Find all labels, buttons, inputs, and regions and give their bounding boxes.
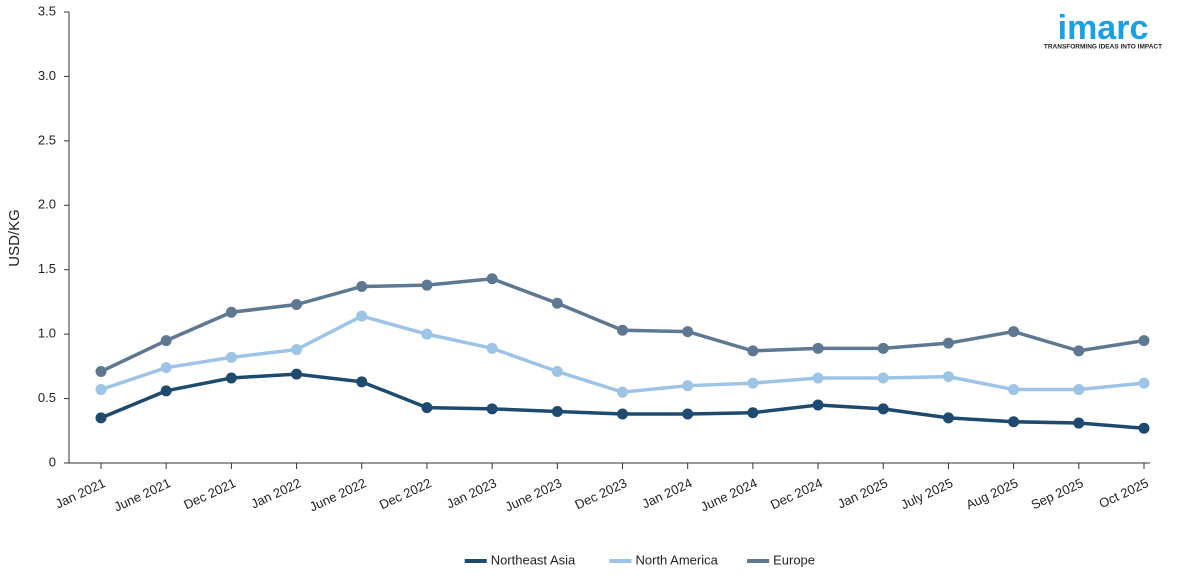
point	[1073, 417, 1085, 429]
point	[421, 328, 433, 340]
point	[356, 376, 368, 388]
point	[486, 403, 498, 415]
x-tick-label: Aug 2025	[964, 475, 1021, 512]
point	[95, 412, 107, 424]
point	[551, 405, 563, 417]
point	[356, 280, 368, 292]
x-tick-label: Dec 2021	[181, 475, 238, 512]
point	[1073, 384, 1085, 396]
x-tick-label: Dec 2024	[768, 475, 825, 512]
point	[95, 366, 107, 378]
point	[486, 273, 498, 285]
point	[160, 335, 172, 347]
point	[942, 337, 954, 349]
point	[291, 368, 303, 380]
point	[812, 372, 824, 384]
point	[1138, 422, 1150, 434]
point	[421, 279, 433, 291]
point	[812, 399, 824, 411]
point	[1138, 377, 1150, 389]
y-axis-label: USD/KG	[6, 209, 23, 267]
point	[291, 299, 303, 311]
x-tick-label: June 2023	[503, 475, 564, 514]
point	[421, 402, 433, 414]
point	[682, 380, 694, 392]
point	[682, 408, 694, 420]
x-tick-label: Jan 2022	[248, 475, 303, 511]
point	[1008, 326, 1020, 338]
y-tick-label: 0.5	[38, 390, 56, 405]
y-tick-label: 2.0	[38, 197, 56, 212]
point	[1073, 345, 1085, 357]
point	[1138, 335, 1150, 347]
x-tick-label: Jan 2024	[640, 475, 695, 511]
point	[812, 342, 824, 354]
point	[617, 386, 628, 398]
x-tick-label: Jan 2023	[444, 475, 499, 511]
point	[95, 384, 107, 396]
x-tick-label: Jan 2025	[835, 475, 890, 511]
legend-label: Northeast Asia	[491, 552, 576, 567]
x-tick-label: July 2025	[898, 475, 955, 512]
point	[551, 366, 563, 378]
x-tick-label: Jan 2021	[53, 475, 108, 511]
point	[617, 324, 628, 336]
x-tick-label: June 2021	[112, 475, 173, 514]
y-tick-label: 1.5	[38, 261, 56, 276]
point	[942, 371, 954, 383]
logo-name: imarc	[1058, 9, 1149, 47]
point	[617, 408, 628, 420]
point	[225, 372, 237, 384]
x-tick-label: June 2022	[307, 475, 368, 514]
point	[356, 310, 368, 322]
legend-label: North America	[636, 552, 719, 567]
x-tick-label: Dec 2023	[572, 475, 629, 512]
point	[682, 326, 694, 338]
y-tick-label: 0	[49, 454, 56, 469]
point	[747, 377, 759, 389]
series-line	[100, 372, 1145, 430]
x-tick-label: Dec 2022	[377, 475, 434, 512]
point	[942, 412, 954, 424]
y-tick-label: 3.5	[38, 3, 56, 18]
point	[551, 297, 563, 309]
x-tick-label: Oct 2025	[1097, 475, 1151, 511]
point	[486, 342, 498, 354]
legend-label: Europe	[773, 552, 815, 567]
point	[225, 351, 237, 363]
point	[877, 342, 889, 354]
y-tick-label: 1.0	[38, 326, 56, 341]
y-tick-label: 3.0	[38, 68, 56, 83]
point	[225, 306, 237, 318]
x-tick-label: Sep 2025	[1029, 475, 1086, 512]
point	[1008, 384, 1020, 396]
point	[160, 385, 172, 397]
point	[1008, 416, 1020, 428]
point	[747, 407, 759, 419]
point	[747, 345, 759, 357]
y-tick-label: 2.5	[38, 132, 56, 147]
logo-tagline: TRANSFORMING IDEAS INTO IMPACT	[1044, 44, 1162, 51]
point	[877, 372, 889, 384]
point	[291, 344, 303, 356]
x-tick-label: June 2024	[698, 475, 759, 514]
point	[877, 403, 889, 415]
point	[160, 362, 172, 374]
